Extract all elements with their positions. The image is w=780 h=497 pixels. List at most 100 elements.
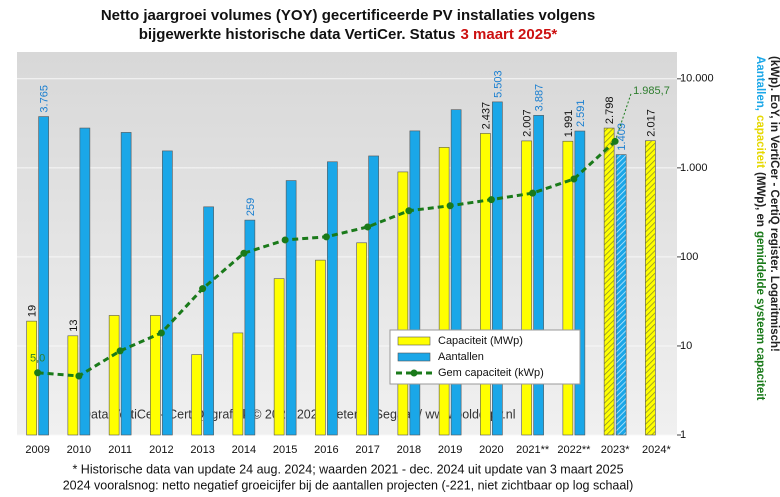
bar <box>645 140 656 436</box>
value-label: 1.409 <box>616 123 628 151</box>
x-tick-label: 2020 <box>479 444 503 456</box>
bar <box>150 315 161 436</box>
x-tick-label: 2017 <box>355 444 379 456</box>
x-tick-label: 2015 <box>273 444 297 456</box>
value-label: 3.887 <box>534 84 546 112</box>
line-marker <box>570 175 578 183</box>
x-tick-label: 2024* <box>642 444 671 456</box>
line-marker <box>529 189 537 197</box>
value-label: 5,0 <box>30 353 45 365</box>
y-tick-label: 1 <box>680 429 686 441</box>
y-axis-label-part: Aantallen, <box>754 56 766 111</box>
footnote: * Historische data van update 24 aug. 20… <box>72 462 623 476</box>
bar <box>356 242 367 436</box>
legend-label: Aantallen <box>438 351 484 363</box>
value-label: 3.765 <box>39 85 51 113</box>
bar <box>191 354 202 436</box>
x-tick-label: 2010 <box>67 444 91 456</box>
y-axis-label-part: gemiddelde systeem capaciteit <box>754 231 766 401</box>
value-label: 5.503 <box>492 70 504 98</box>
bar <box>273 278 285 436</box>
bar <box>315 259 326 436</box>
line-marker <box>34 369 42 377</box>
bar <box>120 132 132 436</box>
y-tick-label: 10.000 <box>680 73 714 85</box>
bar <box>232 332 244 436</box>
bar <box>203 206 214 436</box>
bar <box>368 155 379 436</box>
value-label: 2.591 <box>575 100 587 128</box>
bar <box>26 320 37 436</box>
x-tick-label: 2022** <box>557 444 591 456</box>
title-line: Netto jaargroei volumes (YOY) gecertific… <box>101 7 595 24</box>
legend-swatch <box>397 352 431 362</box>
bar <box>108 315 120 436</box>
watermark: Data VertiCer - CertiQ; grafiek © 2023-2… <box>82 407 515 421</box>
line-marker <box>322 233 330 241</box>
bar <box>409 130 421 436</box>
bar <box>521 140 532 436</box>
line-marker <box>405 207 413 215</box>
value-label: 2.798 <box>604 97 616 125</box>
title-part: Netto jaargroei volumes (YOY) gecertific… <box>101 7 595 24</box>
line-marker <box>364 223 372 231</box>
x-tick-label: 2011 <box>108 444 132 456</box>
x-tick-label: 2014 <box>232 444 256 456</box>
value-label: 2.007 <box>522 109 534 137</box>
value-label: 2.017 <box>645 109 657 137</box>
value-label: 13 <box>68 320 80 332</box>
y-tick-label: 100 <box>680 251 698 263</box>
bar <box>492 101 503 436</box>
bar <box>533 115 544 436</box>
value-label: 1.985,7 <box>633 85 670 97</box>
bar <box>438 147 450 436</box>
title-part: 3 maart 2025* <box>461 26 558 43</box>
bar <box>615 154 627 436</box>
title-part: bijgewerkte historische data VertiCer. S… <box>139 26 456 43</box>
y-axis-label-part: (MWp), en <box>754 172 766 227</box>
legend-label: Capaciteit (MWp) <box>438 335 523 347</box>
y-tick-label: 10 <box>680 340 692 352</box>
line-marker <box>281 236 289 244</box>
bar <box>480 133 491 436</box>
y-axis-label-part: (kWp). EoY, in VertiCer - CertiQ registe… <box>768 56 780 352</box>
bar <box>574 130 586 436</box>
x-tick-label: 2023* <box>601 444 630 456</box>
x-tick-label: 2021** <box>516 444 550 456</box>
line-marker <box>199 285 207 293</box>
bar <box>38 116 49 436</box>
bar <box>327 161 338 436</box>
y-axis-label: Aantallen, capaciteit (MWp), en gemiddelde … <box>754 56 766 401</box>
value-label: 1.991 <box>563 110 575 138</box>
x-tick-label: 2012 <box>149 444 173 456</box>
footnote: 2024 vooralsnog: netto negatief groeicij… <box>63 478 634 492</box>
bar <box>244 219 256 436</box>
y-axis-label-part: capaciteit <box>754 115 766 168</box>
bar <box>450 109 462 436</box>
x-tick-label: 2016 <box>314 444 338 456</box>
label-leader <box>614 93 632 142</box>
bar <box>603 127 615 436</box>
bar <box>79 127 91 436</box>
line-marker <box>157 329 165 337</box>
title-line: bijgewerkte historische data VertiCer. S… <box>139 26 558 43</box>
x-tick-label: 2018 <box>397 444 421 456</box>
value-label: 2.437 <box>480 102 492 130</box>
y-tick-label: 1.000 <box>680 162 708 174</box>
x-tick-label: 2009 <box>25 444 49 456</box>
y-axis-label: (kWp). EoY, in VertiCer - CertiQ registe… <box>768 56 780 352</box>
legend-swatch <box>397 336 431 346</box>
line-marker <box>487 196 495 204</box>
bar <box>67 335 79 436</box>
x-tick-label: 2013 <box>190 444 214 456</box>
bar <box>397 171 409 436</box>
bar <box>162 150 173 436</box>
legend-swatch <box>410 369 418 377</box>
bar <box>285 180 297 436</box>
line-marker <box>75 372 83 380</box>
value-label: 19 <box>27 305 39 317</box>
line-marker <box>240 249 248 257</box>
legend-label: Gem capaciteit (kWp) <box>438 367 544 379</box>
x-tick-label: 2019 <box>438 444 462 456</box>
